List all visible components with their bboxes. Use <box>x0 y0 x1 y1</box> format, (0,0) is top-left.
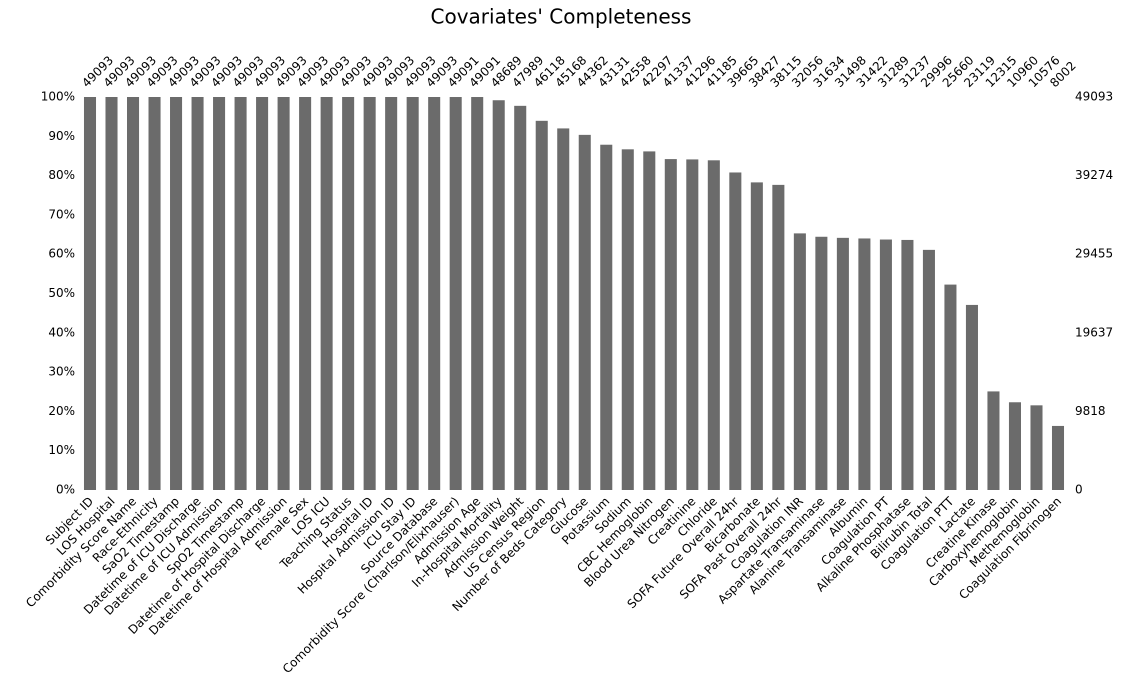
bar <box>320 97 333 490</box>
bar <box>836 237 849 490</box>
bar <box>191 97 204 490</box>
bar <box>557 128 570 490</box>
y-tick-label: 30% <box>48 365 75 379</box>
bar <box>578 134 591 490</box>
y-tick-label: 10% <box>48 443 75 457</box>
bar <box>965 304 978 490</box>
bar <box>514 105 527 490</box>
bar <box>363 97 376 490</box>
y-tick-label: 70% <box>48 207 75 221</box>
y-tick-label: 90% <box>48 129 75 143</box>
bar <box>299 97 312 490</box>
bar <box>707 160 720 490</box>
bar <box>901 239 914 490</box>
bar <box>148 97 161 490</box>
bar <box>772 184 785 491</box>
bar <box>492 100 505 491</box>
bar <box>126 97 140 490</box>
bar <box>406 97 419 490</box>
bar <box>535 120 548 490</box>
bar <box>879 239 892 490</box>
bar <box>1030 405 1043 490</box>
bar <box>471 97 484 490</box>
y2-tick-label: 9818 <box>1075 404 1106 418</box>
y2-tick-label: 49093 <box>1075 90 1113 104</box>
y-tick-label: 100% <box>41 90 75 104</box>
bar <box>664 159 677 490</box>
bar <box>815 236 828 490</box>
y-tick-label: 50% <box>48 286 75 300</box>
bar <box>944 284 957 490</box>
bar <box>858 238 871 490</box>
chart-title: Covariates' Completeness <box>431 5 692 29</box>
bar <box>729 172 742 491</box>
bar <box>83 97 97 490</box>
bar <box>1051 425 1065 490</box>
bar <box>643 151 656 490</box>
y2-tick-label: 39274 <box>1075 168 1113 182</box>
bar <box>750 182 763 491</box>
bar <box>105 97 118 490</box>
bar <box>793 233 806 491</box>
bar <box>686 159 699 490</box>
bar <box>385 97 398 490</box>
bar <box>1008 402 1022 490</box>
bar <box>256 97 269 490</box>
bar <box>621 149 634 490</box>
y-tick-label: 80% <box>48 168 75 182</box>
y-tick-label: 40% <box>48 325 75 339</box>
bar <box>449 97 462 490</box>
y-tick-label: 60% <box>48 247 75 261</box>
y2-tick-label: 0 <box>1075 483 1083 497</box>
y-tick-label: 0% <box>56 483 75 497</box>
bar <box>428 97 441 490</box>
bar <box>922 249 935 490</box>
y2-tick-label: 19637 <box>1075 325 1113 339</box>
y2-tick-label: 29455 <box>1075 247 1113 261</box>
bar <box>234 97 247 490</box>
y-tick-label: 20% <box>48 404 75 418</box>
bar <box>987 391 1000 490</box>
bar <box>170 97 183 490</box>
bar <box>213 97 226 490</box>
bar <box>342 97 355 490</box>
bar <box>600 144 613 490</box>
bar <box>277 97 290 490</box>
